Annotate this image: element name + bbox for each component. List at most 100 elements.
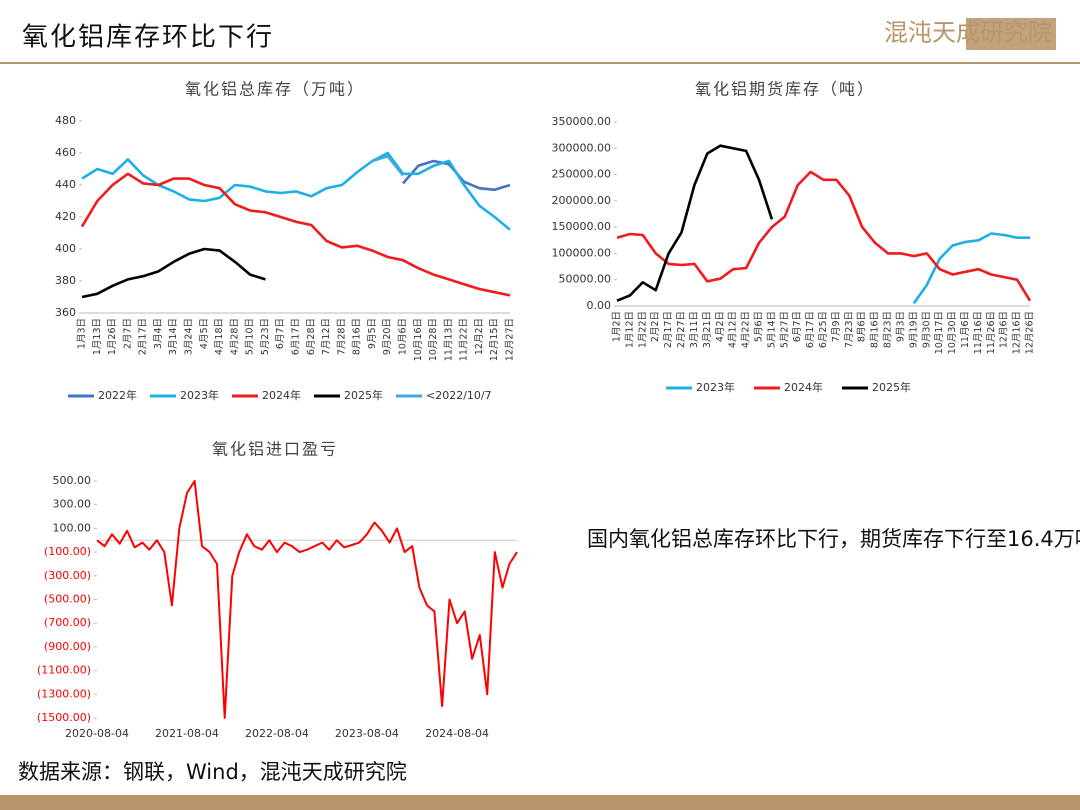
legend-label: <2022/10/7: [426, 389, 492, 402]
legend-label: 2024年: [262, 388, 301, 402]
y-tick-label: 200000.00: [552, 194, 612, 207]
legend-label: 2022年: [98, 388, 137, 402]
y-tick-label: 350000.00: [552, 115, 612, 128]
x-tick-label: 12月26日: [1025, 311, 1036, 354]
chart-title: 氧化铝进口盈亏: [212, 440, 338, 459]
x-tick-label: 12月15日: [489, 318, 500, 361]
logo-box: [966, 18, 1056, 50]
x-tick-label: 6月25日: [818, 311, 829, 348]
x-tick-label: 2024-08-04: [425, 727, 489, 740]
legend-label: 2023年: [696, 380, 735, 394]
x-tick-label: 7月12日: [321, 318, 332, 355]
y-tick-label: 250000.00: [552, 168, 612, 181]
x-tick-label: 2月2日: [650, 311, 661, 342]
x-tick-label: 10月28日: [428, 318, 439, 361]
series-line: [912, 232, 1030, 305]
x-tick-label: 6月28日: [306, 318, 317, 355]
x-tick-label: 11月16日: [973, 311, 984, 354]
x-tick-label: 2023-08-04: [335, 727, 399, 740]
x-tick-label: 1月13日: [92, 318, 103, 355]
y-tick-label: (100.00): [44, 545, 91, 558]
x-tick-label: 4月2日: [715, 311, 726, 342]
legend-label: 2025年: [872, 380, 911, 394]
y-tick-label: (1100.00): [37, 664, 91, 677]
x-tick-label: 2月17日: [663, 311, 674, 348]
x-tick-label: 2月17日: [138, 318, 149, 355]
x-tick-label: 9月19日: [908, 311, 919, 348]
x-tick-label: 1月2日: [612, 311, 623, 342]
series-line: [616, 144, 774, 302]
x-tick-label: 5月6日: [753, 311, 764, 342]
x-tick-label: 4月28日: [229, 318, 240, 355]
footer-bar: [0, 795, 1080, 810]
series-line: [616, 170, 1032, 302]
x-tick-label: 12月27日: [505, 318, 516, 361]
note: 国内氧化铝总库存环比下行，期货库存下行至16.4万吨。: [587, 527, 1080, 551]
legend-label: 2024年: [784, 380, 823, 394]
series-line: [81, 151, 511, 231]
y-tick-label: 50000.00: [559, 273, 612, 286]
x-tick-label: 8月16日: [352, 318, 363, 355]
y-tick-label: 500.00: [53, 474, 92, 487]
x-tick-label: 11月22日: [459, 318, 470, 361]
x-tick-label: 10月17日: [934, 311, 945, 354]
y-tick-label: (300.00): [44, 569, 91, 582]
x-tick-label: 3月24日: [184, 318, 195, 355]
y-tick-label: 380: [55, 274, 76, 287]
x-tick-label: 4月18日: [214, 318, 225, 355]
x-tick-label: 1月12日: [624, 311, 635, 348]
x-tick-label: 8月23日: [883, 311, 894, 348]
x-tick-label: 9月3日: [895, 311, 906, 342]
x-tick-label: 12月6日: [999, 311, 1010, 348]
x-tick-label: 11月26日: [986, 311, 997, 354]
chart-title: 氧化铝期货库存（吨）: [695, 80, 875, 99]
x-tick-label: 5月27日: [779, 311, 790, 348]
y-tick-label: (700.00): [44, 616, 91, 629]
x-tick-label: 1月3日: [77, 318, 88, 349]
x-tick-label: 2020-08-04: [65, 727, 129, 740]
y-tick-label: 400: [55, 242, 76, 255]
x-tick-label: 11月13日: [443, 318, 454, 361]
series-line: [81, 247, 266, 299]
page-title: 氧化铝库存环比下行: [22, 23, 274, 53]
x-tick-label: 10月30日: [947, 311, 958, 354]
series-line: [372, 154, 405, 177]
y-tick-label: (900.00): [44, 640, 91, 653]
y-tick-label: 0.00: [587, 299, 612, 312]
x-tick-label: 8月6日: [857, 311, 868, 342]
x-tick-label: 10月16日: [413, 318, 424, 361]
y-tick-label: 300000.00: [552, 141, 612, 154]
legend-label: 2025年: [344, 388, 383, 402]
x-tick-label: 11月6日: [960, 311, 971, 348]
x-tick-label: 12月16日: [1012, 311, 1023, 354]
x-tick-label: 6月7日: [792, 311, 803, 342]
x-tick-label: 6月7日: [275, 318, 286, 349]
y-tick-label: (500.00): [44, 593, 91, 606]
y-tick-label: 300.00: [53, 498, 92, 511]
y-tick-label: 150000.00: [552, 220, 612, 233]
x-tick-label: 2021-08-04: [155, 727, 219, 740]
y-tick-label: 100000.00: [552, 246, 612, 259]
x-tick-label: 7月9日: [831, 311, 842, 342]
x-tick-label: 2月27日: [676, 311, 687, 348]
y-tick-label: 360: [55, 306, 76, 319]
x-tick-label: 5月10日: [245, 318, 256, 355]
x-tick-label: 6月17日: [805, 311, 816, 348]
x-tick-label: 3月21日: [702, 311, 713, 348]
x-tick-label: 9月20日: [382, 318, 393, 355]
y-tick-label: 440: [55, 178, 76, 191]
x-tick-label: 8月16日: [870, 311, 881, 348]
x-tick-label: 6月17日: [291, 318, 302, 355]
x-tick-label: 12月2日: [474, 318, 485, 355]
chart-title: 氧化铝总库存（万吨）: [185, 80, 365, 99]
series-line: [80, 172, 511, 297]
y-tick-label: (1300.00): [37, 687, 91, 700]
x-tick-label: 3月14日: [168, 318, 179, 355]
source: 数据来源：钢联，Wind，混沌天成研究院: [18, 760, 407, 784]
x-tick-label: 9月30日: [921, 311, 932, 348]
x-tick-label: 3月11日: [689, 311, 700, 348]
x-tick-label: 7月28日: [336, 318, 347, 355]
x-tick-label: 9月5日: [367, 318, 378, 349]
